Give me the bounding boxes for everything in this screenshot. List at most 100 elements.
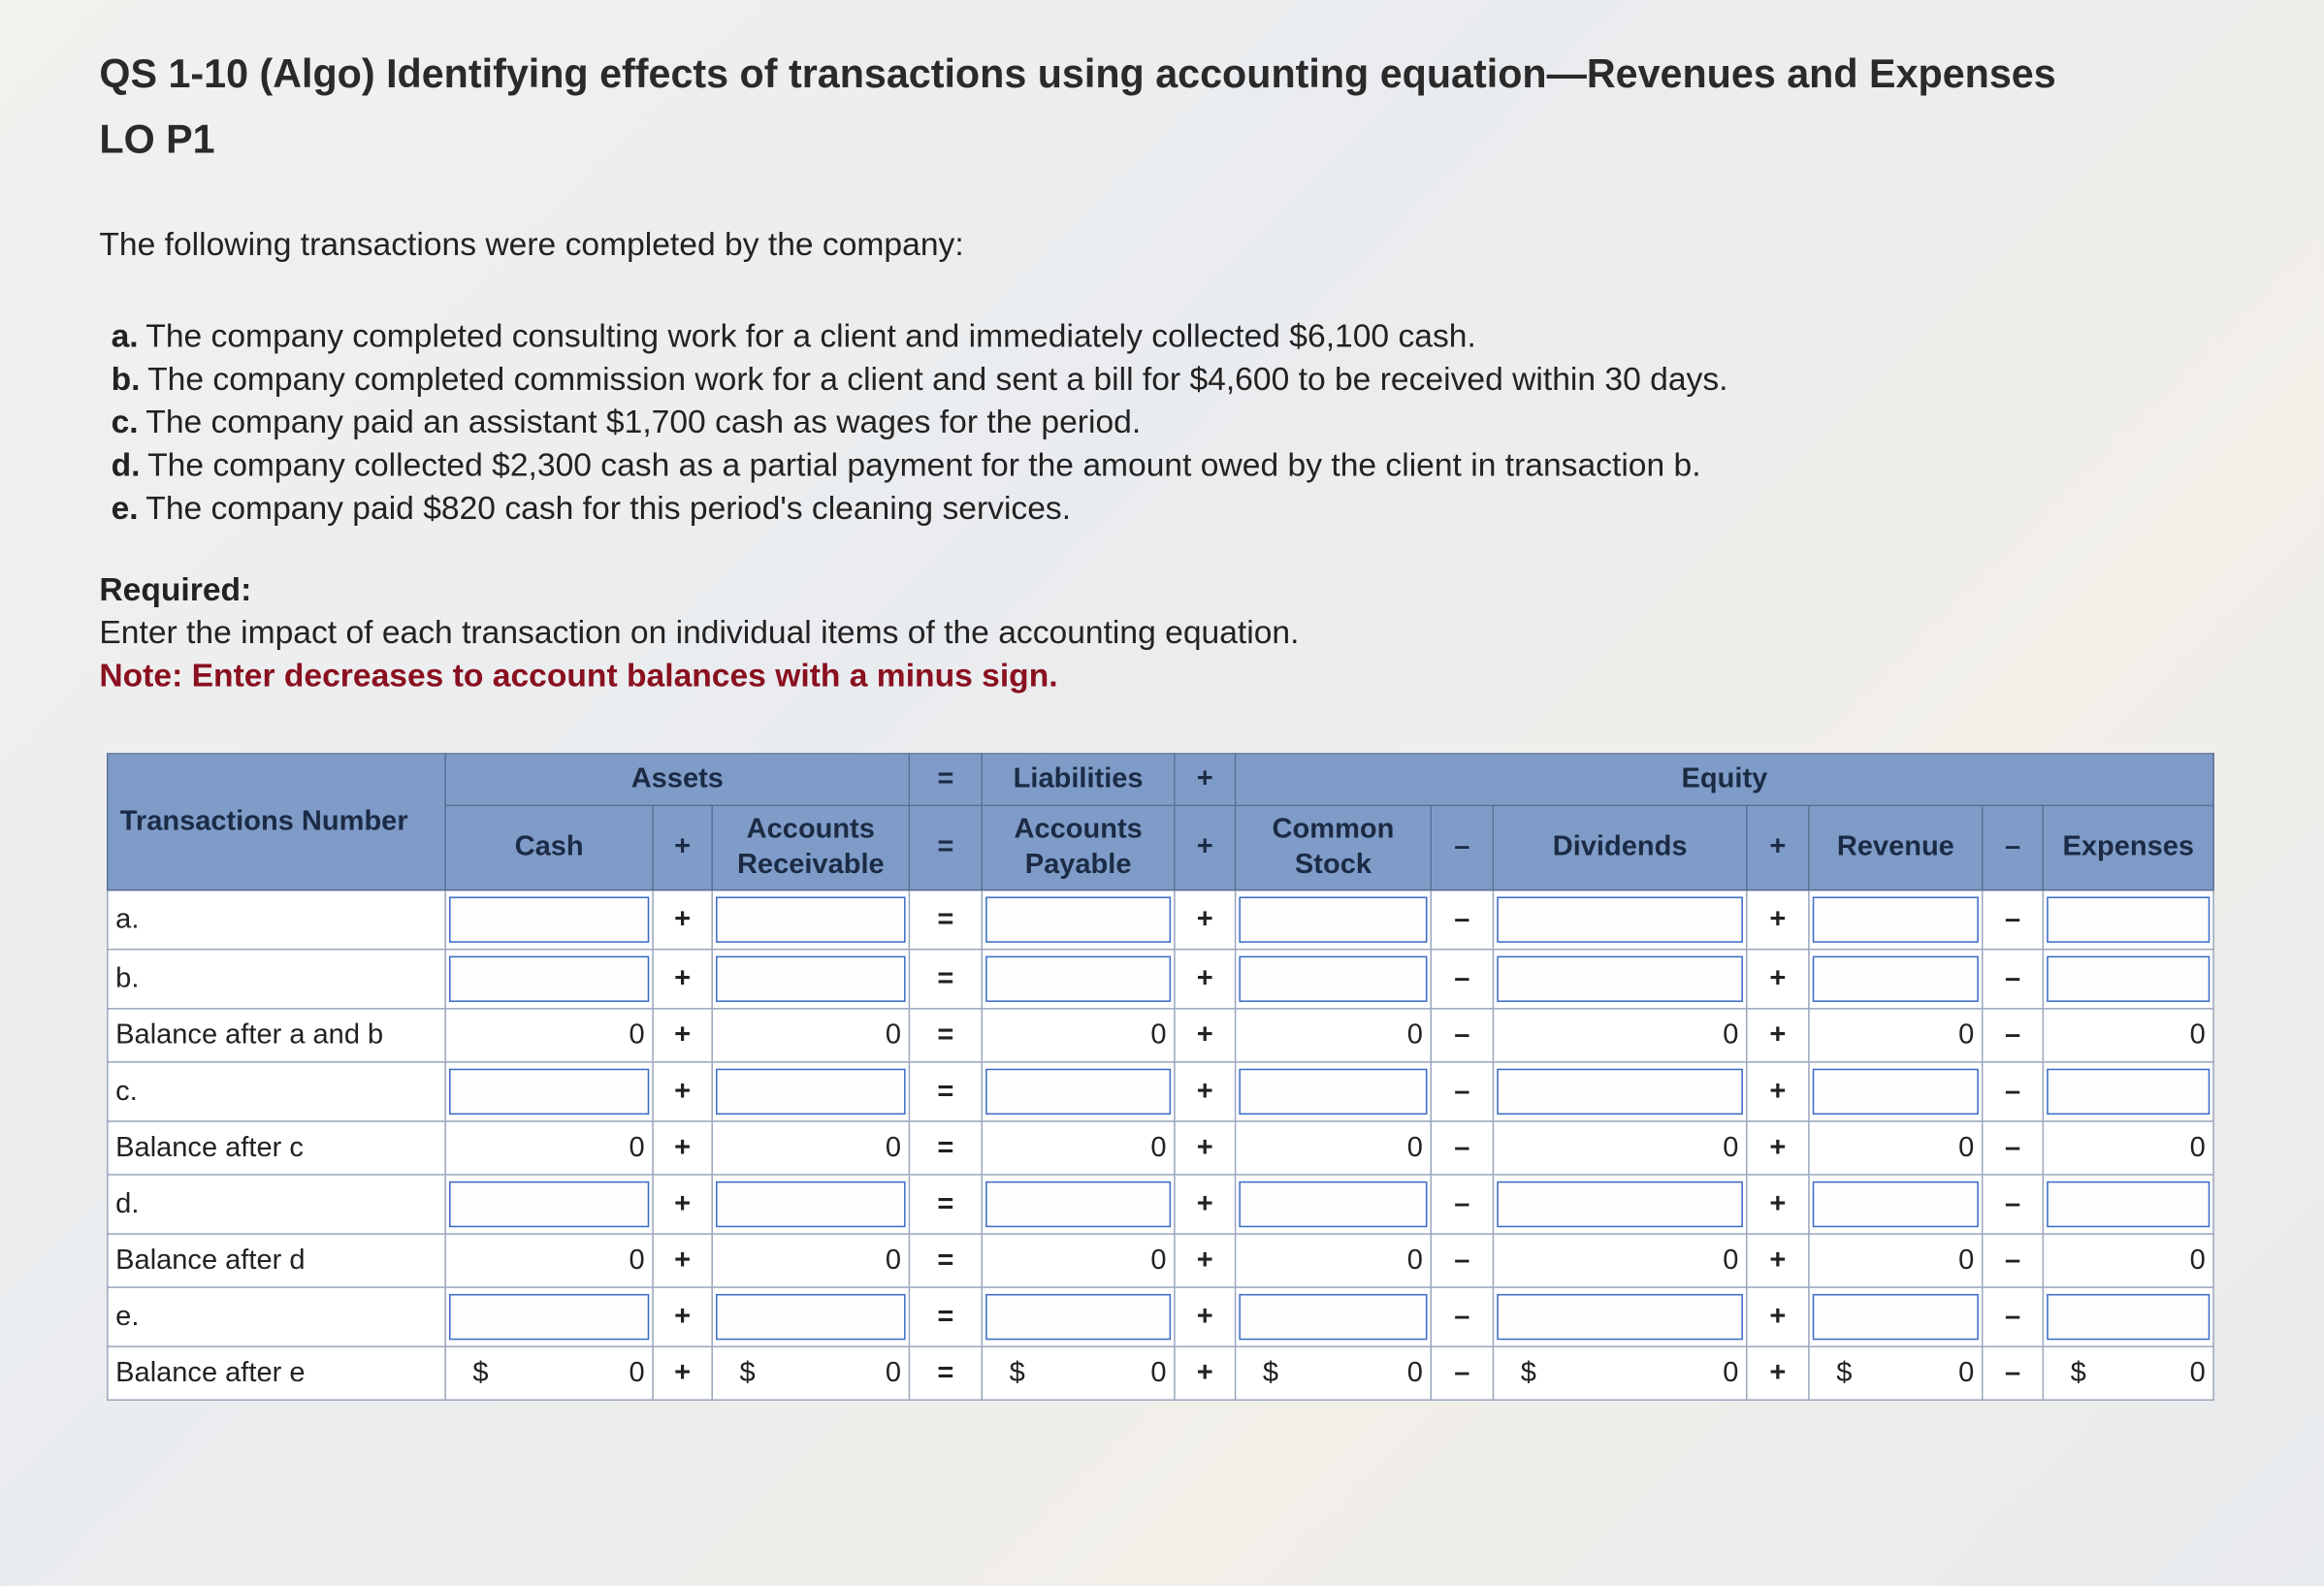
operator: – [1981,948,2045,1010]
input-box[interactable] [448,955,650,1002]
input-box[interactable] [985,955,1172,1002]
input-box[interactable] [2047,1181,2211,1228]
operator: + [1174,1120,1237,1176]
operator: = [908,1233,984,1288]
operator: – [1981,1286,2045,1347]
input-box[interactable] [1239,1181,1428,1228]
input-box[interactable] [985,1293,1172,1341]
input-box[interactable] [2047,955,2211,1002]
balance-value: 0 [1150,1244,1167,1276]
input-box[interactable] [2047,1293,2211,1341]
transaction-text: The company completed consulting work fo… [145,316,1476,355]
balance-value: 0 [885,1131,902,1163]
input-box[interactable] [1497,1293,1743,1341]
operator: – [1430,1233,1495,1288]
operator: = [908,948,984,1010]
input-cell [711,1286,911,1347]
input-cell [1808,1174,1984,1235]
balance-value: 0 [1958,1356,1975,1388]
input-box[interactable] [985,1068,1172,1116]
subtitle: LO P1 [99,116,215,162]
row-label: Balance after e [107,1345,446,1401]
operator: + [1174,1286,1237,1347]
input-box[interactable] [716,955,906,1002]
input-box[interactable] [1812,896,1979,943]
balance-value: 0 [629,1356,645,1388]
input-box[interactable] [1812,955,1979,1002]
operator: – [1430,1345,1495,1401]
input-box[interactable] [1812,1181,1979,1228]
input-cell [1234,948,1433,1010]
operator: – [1981,889,2045,951]
balance-value: 0 [1406,1131,1423,1163]
transaction-letter: c. [111,403,139,440]
row-label: Balance after d [107,1233,446,1288]
transaction: b. The company completed commission work … [112,357,1728,400]
operator: – [1981,1061,2045,1122]
table-row: Balance after d 0 +0 = 0 +0–0 +0–0 [107,1233,2214,1288]
row-label: d. [107,1174,446,1235]
table-row: b. + = + – + – [107,948,2214,1010]
input-box[interactable] [448,1293,650,1341]
input-box[interactable] [448,1068,650,1116]
input-box[interactable] [448,1181,650,1228]
input-box[interactable] [985,1181,1172,1228]
operator: + [1746,948,1810,1010]
row-label: e. [107,1286,446,1347]
input-box[interactable] [1239,896,1428,943]
balance-cell: $0 [1492,1345,1748,1401]
input-box[interactable] [1812,1293,1979,1341]
input-box[interactable] [1239,1293,1428,1341]
intro: The following transactions were complete… [99,225,964,263]
input-box[interactable] [716,1293,906,1341]
transaction-letter: b. [111,360,141,398]
table-row: Balance after c 0 +0 = 0 +0–0 +0–0 [107,1120,2214,1176]
input-box[interactable] [985,896,1172,943]
input-cell [444,948,654,1010]
balance-value: 0 [1958,1131,1975,1163]
input-cell [1808,1286,1984,1347]
row-label: c. [107,1061,446,1122]
operator: = [908,1286,984,1347]
input-box[interactable] [2047,896,2211,943]
balance-cell: 0 [2042,1008,2214,1063]
operator: + [652,889,713,951]
input-cell [1492,1061,1748,1122]
input-cell [711,1061,911,1122]
input-box[interactable] [1497,896,1743,943]
balance-value: 0 [1406,1244,1423,1276]
input-cell [1808,889,1984,951]
column-header: Dividends [1492,804,1748,891]
balance-value: 0 [1723,1019,1739,1051]
transaction: c. The company paid an assistant $1,700 c… [112,401,1728,443]
balance-cell: 0 [981,1120,1176,1176]
table-row: e. + = + – + – [107,1286,2214,1347]
operator: – [1981,1174,2045,1235]
title-text: QS 1-10 (Algo) Identifying effects of tr… [99,51,2056,97]
input-cell [981,1286,1176,1347]
column-operator: + [1746,804,1810,891]
input-box[interactable] [448,896,650,943]
input-box[interactable] [1239,955,1428,1002]
operator: – [1430,1061,1495,1122]
input-box[interactable] [2047,1068,2211,1116]
input-box[interactable] [1239,1068,1428,1116]
table-row: Balance after a and b 0 +0 = 0 +0–0 +0–0 [107,1008,2214,1063]
balance-value: 0 [1150,1131,1167,1163]
input-box[interactable] [716,1068,906,1116]
input-box[interactable] [1497,955,1743,1002]
balance-cell: 0 [1234,1120,1433,1176]
input-box[interactable] [1497,1068,1743,1116]
input-box[interactable] [716,896,906,943]
operator: + [652,1345,713,1401]
group-header: Assets [444,753,911,807]
input-box[interactable] [1497,1181,1743,1228]
operator: = [908,1008,984,1063]
balance-cell: 0 [444,1008,654,1063]
input-box[interactable] [716,1181,906,1228]
input-box[interactable] [1812,1068,1979,1116]
balance-cell: $0 [2042,1345,2214,1401]
input-cell [981,889,1176,951]
input-cell [981,1174,1176,1235]
